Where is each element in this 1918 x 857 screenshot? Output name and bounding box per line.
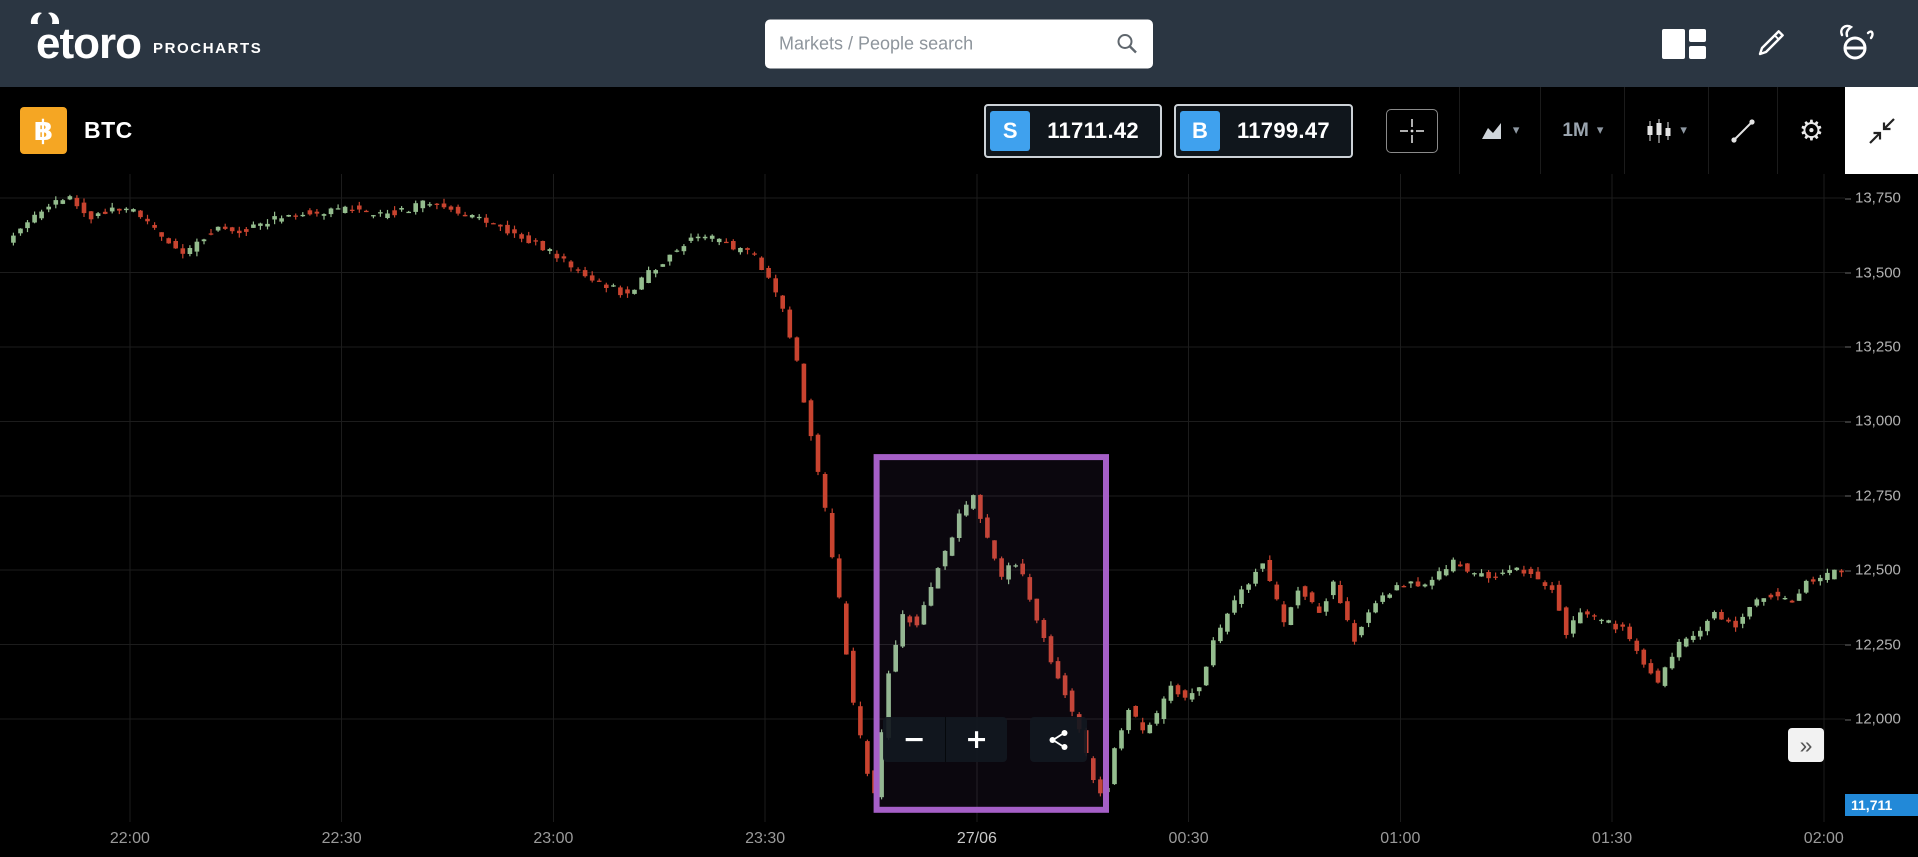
bitcoin-icon: ฿ xyxy=(20,107,67,154)
gear-icon: ⚙ xyxy=(1798,114,1824,147)
search-box xyxy=(765,19,1153,68)
instrument-symbol: BTC xyxy=(84,117,133,143)
time-axis-label: 23:00 xyxy=(533,830,574,847)
interval-dropdown[interactable]: 1M ▾ xyxy=(1540,87,1624,174)
time-axis-label: 22:30 xyxy=(321,830,362,847)
sell-letter-badge: S xyxy=(990,110,1031,151)
time-axis-label: 27/06 xyxy=(956,830,997,847)
sell-button[interactable]: S 11711.42 xyxy=(984,103,1162,158)
etoro-logo[interactable]: etoro PROCHARTS xyxy=(30,12,263,65)
collapse-chart-button[interactable] xyxy=(1845,87,1918,174)
price-axis-label: 13,250 xyxy=(1845,338,1901,356)
etoro-bull-icon[interactable] xyxy=(1834,23,1876,65)
chevron-down-icon: ▾ xyxy=(1512,123,1520,138)
top-navigation-bar: etoro PROCHARTS xyxy=(0,0,1918,87)
expand-panel-button[interactable]: » xyxy=(1788,728,1824,762)
chart-header-bar: ฿ BTC S 11711.42 B 11799.47 ▾ 1M xyxy=(0,87,1918,174)
chart-toolbar: S 11711.42 B 11799.47 ▾ 1M ▾ xyxy=(984,87,1918,174)
candlestick-chart[interactable] xyxy=(0,174,1845,822)
chart-style-dropdown[interactable]: ▾ xyxy=(1458,87,1541,174)
crosshair-tool-button[interactable] xyxy=(1365,87,1459,174)
time-axis-label: 00:30 xyxy=(1168,830,1209,847)
etoro-horns-icon xyxy=(30,12,60,24)
settings-button[interactable]: ⚙ xyxy=(1776,87,1845,174)
logo-subtitle: PROCHARTS xyxy=(153,40,263,58)
price-axis[interactable]: 13,750 13,500 13,250 13,000 12,750 12,500 12,2… xyxy=(1845,174,1918,857)
trend-line-tool-button[interactable] xyxy=(1707,87,1777,174)
crosshair-icon xyxy=(1385,108,1438,153)
logo-text: etoro xyxy=(36,18,142,68)
topbar-icon-group xyxy=(1662,23,1876,65)
time-axis-label: 01:30 xyxy=(1592,830,1633,847)
candle-style-dropdown[interactable]: ▾ xyxy=(1624,87,1708,174)
buy-button[interactable]: B 11799.47 xyxy=(1173,103,1353,158)
collapse-arrows-icon xyxy=(1868,117,1895,144)
search-input[interactable] xyxy=(779,33,1115,54)
price-axis-label: 12,500 xyxy=(1845,561,1901,579)
time-axis[interactable]: 22:00 22:30 23:00 23:30 27/06 00:30 01:00 01:30… xyxy=(0,822,1845,857)
zoom-out-button[interactable]: − xyxy=(883,717,945,762)
candles-icon xyxy=(1647,118,1671,143)
layout-grid-icon[interactable] xyxy=(1662,28,1706,59)
time-axis-label: 23:30 xyxy=(745,830,786,847)
chart-style-icon xyxy=(1481,122,1501,139)
time-axis-label: 02:00 xyxy=(1803,830,1844,847)
price-axis-label: 12,750 xyxy=(1845,487,1901,505)
zoom-in-button[interactable]: + xyxy=(945,717,1007,762)
chart-area: 22:00 22:30 23:00 23:30 27/06 00:30 01:00 01:30… xyxy=(0,174,1918,857)
time-axis-label: 01:00 xyxy=(1380,830,1421,847)
trend-line-icon xyxy=(1731,118,1755,143)
zoom-controls: − + xyxy=(883,717,1087,762)
chevron-down-icon: ▾ xyxy=(1596,123,1604,138)
price-axis-label: 12,000 xyxy=(1845,710,1901,728)
instrument[interactable]: ฿ BTC xyxy=(20,107,133,154)
buy-price: 11799.47 xyxy=(1236,117,1330,143)
time-axis-label: 22:00 xyxy=(109,830,150,847)
buy-letter-badge: B xyxy=(1179,110,1220,151)
price-axis-label: 13,750 xyxy=(1845,189,1901,207)
share-button[interactable] xyxy=(1030,717,1087,762)
interval-label: 1M xyxy=(1562,119,1589,141)
sell-price: 11711.42 xyxy=(1047,117,1139,143)
share-icon xyxy=(1049,729,1067,750)
price-axis-label: 13,000 xyxy=(1845,412,1901,430)
pencil-edit-icon[interactable] xyxy=(1754,28,1786,60)
chevron-down-icon: ▾ xyxy=(1680,123,1687,138)
search-icon[interactable] xyxy=(1115,32,1139,56)
price-axis-label: 13,500 xyxy=(1845,264,1901,282)
price-axis-label: 12,250 xyxy=(1845,636,1901,654)
last-price-badge: 11,711 xyxy=(1845,794,1918,817)
